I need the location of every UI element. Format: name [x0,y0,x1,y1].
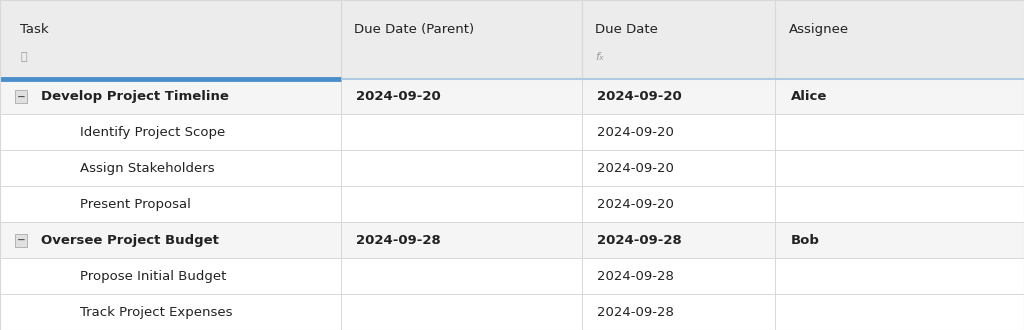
Text: 2024-09-20: 2024-09-20 [356,90,441,103]
Text: Track Project Expenses: Track Project Expenses [80,306,232,318]
Text: 2024-09-20: 2024-09-20 [597,162,674,175]
Text: Bob: Bob [791,234,819,247]
Text: 2024-09-28: 2024-09-28 [597,234,682,247]
Bar [0,258,1024,294]
Text: Due Date: Due Date [595,23,657,36]
Text: Oversee Project Budget: Oversee Project Budget [41,234,219,247]
Text: Due Date (Parent): Due Date (Parent) [354,23,474,36]
Text: 2024-09-20: 2024-09-20 [597,90,682,103]
Text: −: − [16,235,26,245]
Text: −: − [16,91,26,102]
Text: 2024-09-28: 2024-09-28 [597,306,674,318]
Text: Propose Initial Budget: Propose Initial Budget [80,270,226,282]
Bar [0,186,1024,222]
Text: 2024-09-28: 2024-09-28 [356,234,441,247]
Bar [0,150,1024,186]
Text: fₓ: fₓ [595,51,604,62]
Bar [0,115,1024,150]
Text: Identify Project Scope: Identify Project Scope [80,126,225,139]
Bar [0,222,1024,258]
Text: Assign Stakeholders: Assign Stakeholders [80,162,214,175]
Text: ⓘ: ⓘ [20,51,27,62]
Bar [0,79,1024,115]
Bar [0,0,1024,79]
Text: 2024-09-20: 2024-09-20 [597,126,674,139]
Text: Assignee: Assignee [788,23,849,36]
Text: Present Proposal: Present Proposal [80,198,190,211]
Text: Task: Task [20,23,49,36]
Text: Develop Project Timeline: Develop Project Timeline [41,90,228,103]
Bar [0,294,1024,330]
Text: Alice: Alice [791,90,827,103]
Text: 2024-09-28: 2024-09-28 [597,270,674,282]
Text: 2024-09-20: 2024-09-20 [597,198,674,211]
